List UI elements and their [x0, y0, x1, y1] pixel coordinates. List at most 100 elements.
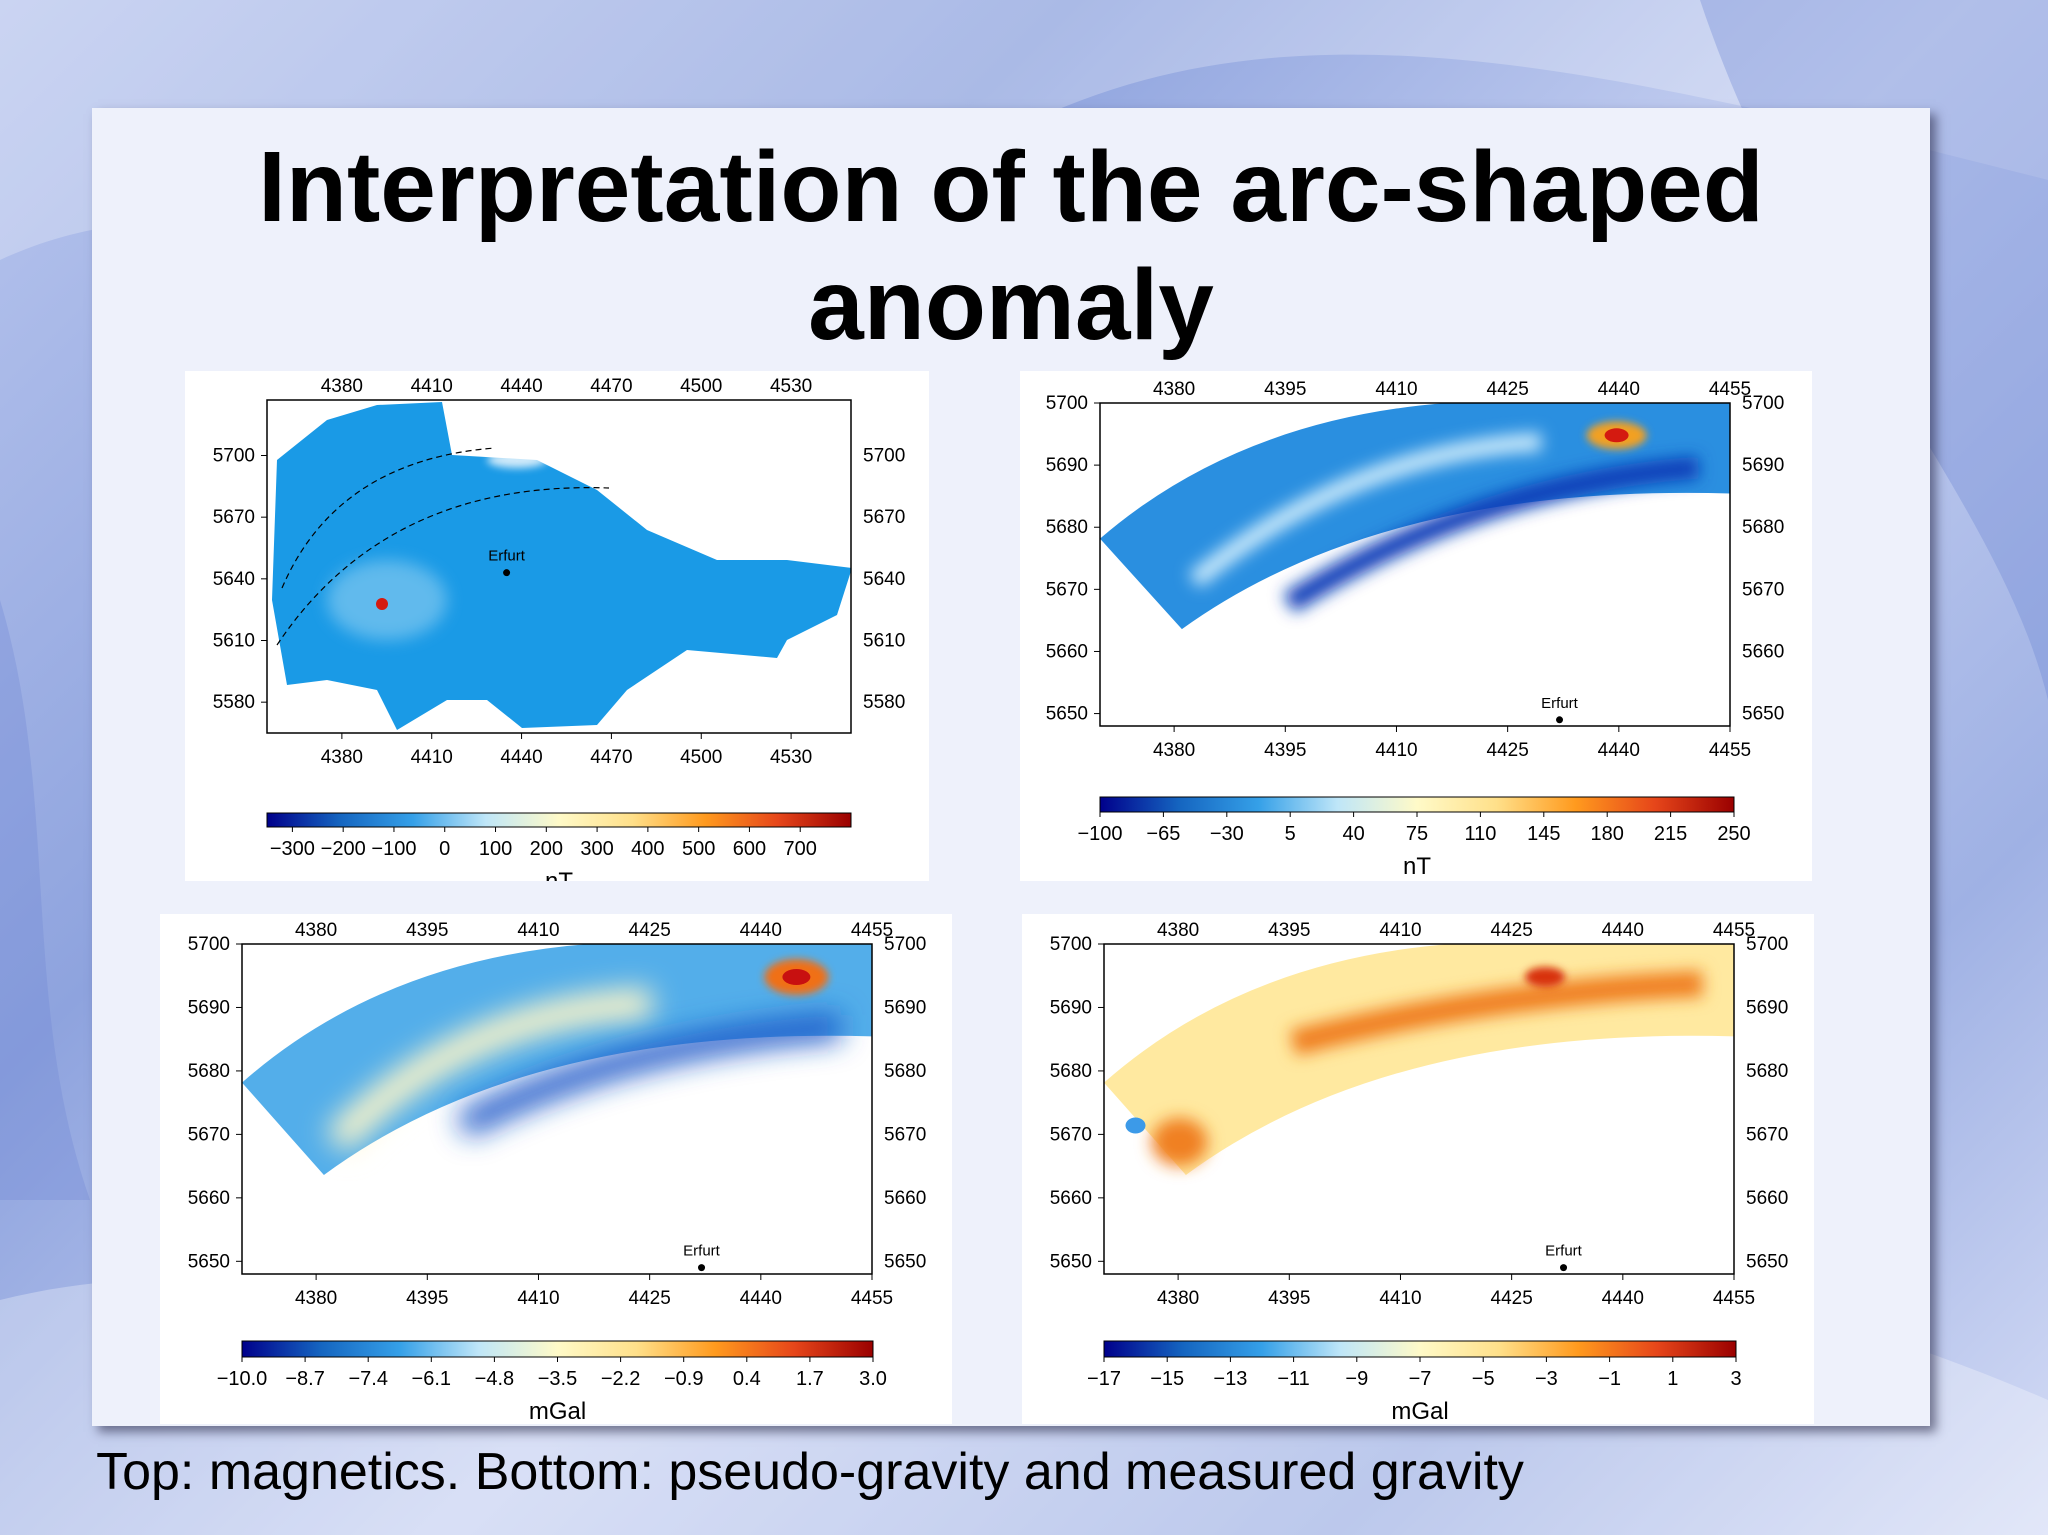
- plot-frame: [1103, 943, 1735, 1275]
- y-tick-label-left: 5680: [1046, 517, 1088, 538]
- colorbar-tick-label: 5: [1285, 823, 1296, 845]
- colorbar-tick-label: −3: [1535, 1368, 1558, 1390]
- colorbar-tick-label: −11: [1277, 1368, 1309, 1390]
- colorbar-tick-label: 0.4: [733, 1368, 761, 1390]
- x-tick-label-bottom: 4440: [500, 747, 542, 768]
- colorbar-unit-label: mGal: [1391, 1398, 1448, 1424]
- colorbar: [266, 812, 852, 828]
- colorbar-tick-label: −200: [321, 838, 366, 860]
- anomaly-high: [1151, 1118, 1208, 1166]
- y-tick-label-right: 5700: [1742, 393, 1784, 414]
- y-tick-label-right: 5670: [863, 507, 905, 528]
- colorbar-tick-label: −100: [371, 838, 416, 860]
- x-tick-label-bottom: 4410: [1375, 740, 1417, 761]
- anomaly-low: [1125, 1117, 1146, 1134]
- x-tick-label-top: 4440: [500, 376, 542, 397]
- colorbar-tick-label: 1: [1667, 1368, 1678, 1390]
- x-tick-label-bottom: 4470: [590, 747, 632, 768]
- x-tick-label-top: 4410: [1379, 920, 1421, 941]
- colorbar-tick-label: −10.0: [217, 1368, 268, 1390]
- x-tick-label-bottom: 4425: [1487, 740, 1529, 761]
- y-tick-label-left: 5640: [213, 569, 255, 590]
- y-tick-label-right: 5700: [863, 446, 905, 467]
- colorbar-tick-label: 110: [1464, 823, 1496, 845]
- colorbar-tick-label: 200: [530, 838, 563, 860]
- colorbar: [1103, 1340, 1737, 1358]
- city-marker: [1556, 716, 1564, 724]
- x-tick-label-top: 4380: [1153, 379, 1195, 400]
- x-tick-label-bottom: 4410: [411, 747, 453, 768]
- colorbar: [1099, 796, 1735, 813]
- colorbar-tick-label: 215: [1654, 823, 1687, 845]
- x-tick-label-bottom: 4410: [1379, 1288, 1421, 1309]
- x-tick-label-top: 4440: [740, 920, 782, 941]
- colorbar: [241, 1340, 874, 1358]
- slide-caption: Top: magnetics. Bottom: pseudo-gravity a…: [96, 1443, 1524, 1501]
- colorbar-tick-label: −0.9: [664, 1368, 703, 1390]
- y-tick-label-left: 5700: [188, 934, 230, 955]
- colorbar-tick-label: −5: [1472, 1368, 1495, 1390]
- heatmap-field: [1104, 944, 1734, 1175]
- colorbar-tick-label: −6.1: [412, 1368, 451, 1390]
- chart-svg: 4380 4380 4410 4410 4440 4440 4470 4470 4500 4500…: [213, 376, 906, 881]
- x-tick-label-top: 4500: [680, 376, 722, 397]
- x-tick-label-top: 4455: [1713, 920, 1755, 941]
- y-tick-label-left: 5660: [188, 1188, 230, 1209]
- heatmap-field: [242, 944, 872, 1175]
- colorbar-tick-label: −7.4: [348, 1368, 387, 1390]
- colorbar-tick-label: 300: [580, 838, 613, 860]
- y-tick-label-left: 5670: [1050, 1124, 1092, 1145]
- colorbar-unit-label: nT: [1403, 853, 1431, 880]
- x-tick-label-bottom: 4410: [517, 1288, 559, 1309]
- x-tick-label-bottom: 4395: [1264, 740, 1306, 761]
- x-tick-label-top: 4455: [851, 920, 893, 941]
- y-tick-label-left: 5700: [213, 446, 255, 467]
- x-tick-label-top: 4530: [770, 376, 812, 397]
- negative-trough: [1283, 456, 1700, 613]
- anomaly-highlight: [487, 452, 547, 468]
- x-tick-label-bottom: 4425: [1491, 1288, 1533, 1309]
- x-tick-label-bottom: 4380: [321, 747, 363, 768]
- y-tick-label-left: 5670: [1046, 579, 1088, 600]
- colorbar-tick-label: −7: [1409, 1368, 1432, 1390]
- y-tick-label-right: 5700: [884, 934, 926, 955]
- colorbar-tick-label: −3.5: [538, 1368, 577, 1390]
- y-tick-label-left: 5680: [188, 1061, 230, 1082]
- colorbar-tick-label: 1.7: [796, 1368, 824, 1390]
- colorbar-tick-label: 600: [733, 838, 766, 860]
- negative-trough: [456, 1013, 842, 1138]
- colorbar-tick-label: 400: [631, 838, 664, 860]
- colorbar-tick-label: 0: [439, 838, 450, 860]
- y-tick-label-right: 5690: [1746, 997, 1788, 1018]
- x-tick-label-bottom: 4395: [406, 1288, 448, 1309]
- y-tick-label-right: 5680: [884, 1061, 926, 1082]
- y-tick-label-left: 5680: [1050, 1061, 1092, 1082]
- colorbar-tick-label: −65: [1146, 823, 1180, 845]
- y-tick-label-left: 5610: [213, 631, 255, 652]
- colorbar-tick-label: −17: [1087, 1368, 1121, 1390]
- anomaly-peak: [1604, 428, 1629, 443]
- y-tick-label-right: 5670: [1746, 1124, 1788, 1145]
- x-tick-label-bottom: 4425: [629, 1288, 671, 1309]
- y-tick-label-left: 5690: [1050, 997, 1092, 1018]
- y-tick-label-left: 5670: [188, 1124, 230, 1145]
- y-tick-label-right: 5640: [863, 569, 905, 590]
- city-label: Erfurt: [1545, 1243, 1583, 1260]
- y-tick-label-left: 5580: [213, 692, 255, 713]
- y-tick-label-right: 5650: [884, 1251, 926, 1272]
- colorbar-tick-label: −13: [1213, 1368, 1247, 1390]
- colorbar-tick-label: −15: [1150, 1368, 1184, 1390]
- x-tick-label-top: 4455: [1709, 379, 1751, 400]
- x-tick-label-top: 4395: [1264, 379, 1306, 400]
- y-tick-label-left: 5690: [188, 997, 230, 1018]
- y-tick-label-left: 5660: [1050, 1188, 1092, 1209]
- x-tick-label-top: 4440: [1598, 379, 1640, 400]
- colorbar-tick-label: −100: [1077, 823, 1122, 845]
- colorbar-tick-label: 250: [1717, 823, 1750, 845]
- y-tick-label-left: 5700: [1046, 393, 1088, 414]
- colorbar-tick-label: −1: [1598, 1368, 1621, 1390]
- x-tick-label-top: 4380: [295, 920, 337, 941]
- survey-area: [272, 402, 851, 730]
- arc-boundary-inner: [276, 487, 610, 646]
- x-tick-label-top: 4470: [590, 376, 632, 397]
